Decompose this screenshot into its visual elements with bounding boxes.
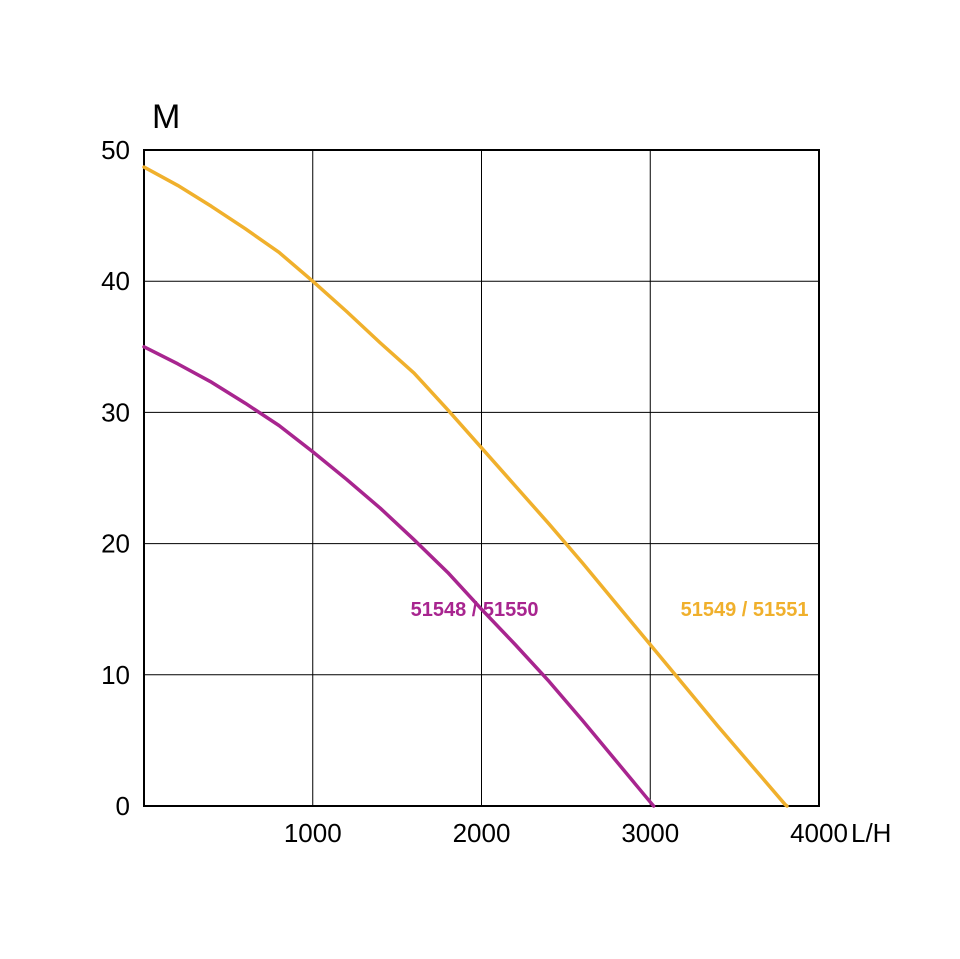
pump-curve-chart: 1000 2000 3000 4000L/H 0 10 20 30 40 50 M 51548 / 5… [0,0,960,959]
x-tick-label: 4000 [790,818,848,848]
y-tick-label: 40 [101,266,130,296]
series-label-s1: 51548 / 51550 [411,599,539,621]
y-tick-label: 30 [101,397,130,427]
x-axis-label: L/H [851,818,891,848]
chart-svg: 1000 2000 3000 4000L/H 0 10 20 30 40 50 M 51548 / 5… [0,0,960,959]
y-tick-label: 0 [116,791,130,821]
y-tick-label: 50 [101,135,130,165]
y-tick-label: 20 [101,529,130,559]
y-tick-label: 10 [101,660,130,690]
x-tick-label: 2000 [453,818,511,848]
x-tick-label: 3000 [621,818,679,848]
x-tick-label: 1000 [284,818,342,848]
series-label-s2: 51549 / 51551 [681,599,809,621]
y-axis-label: M [152,98,180,136]
